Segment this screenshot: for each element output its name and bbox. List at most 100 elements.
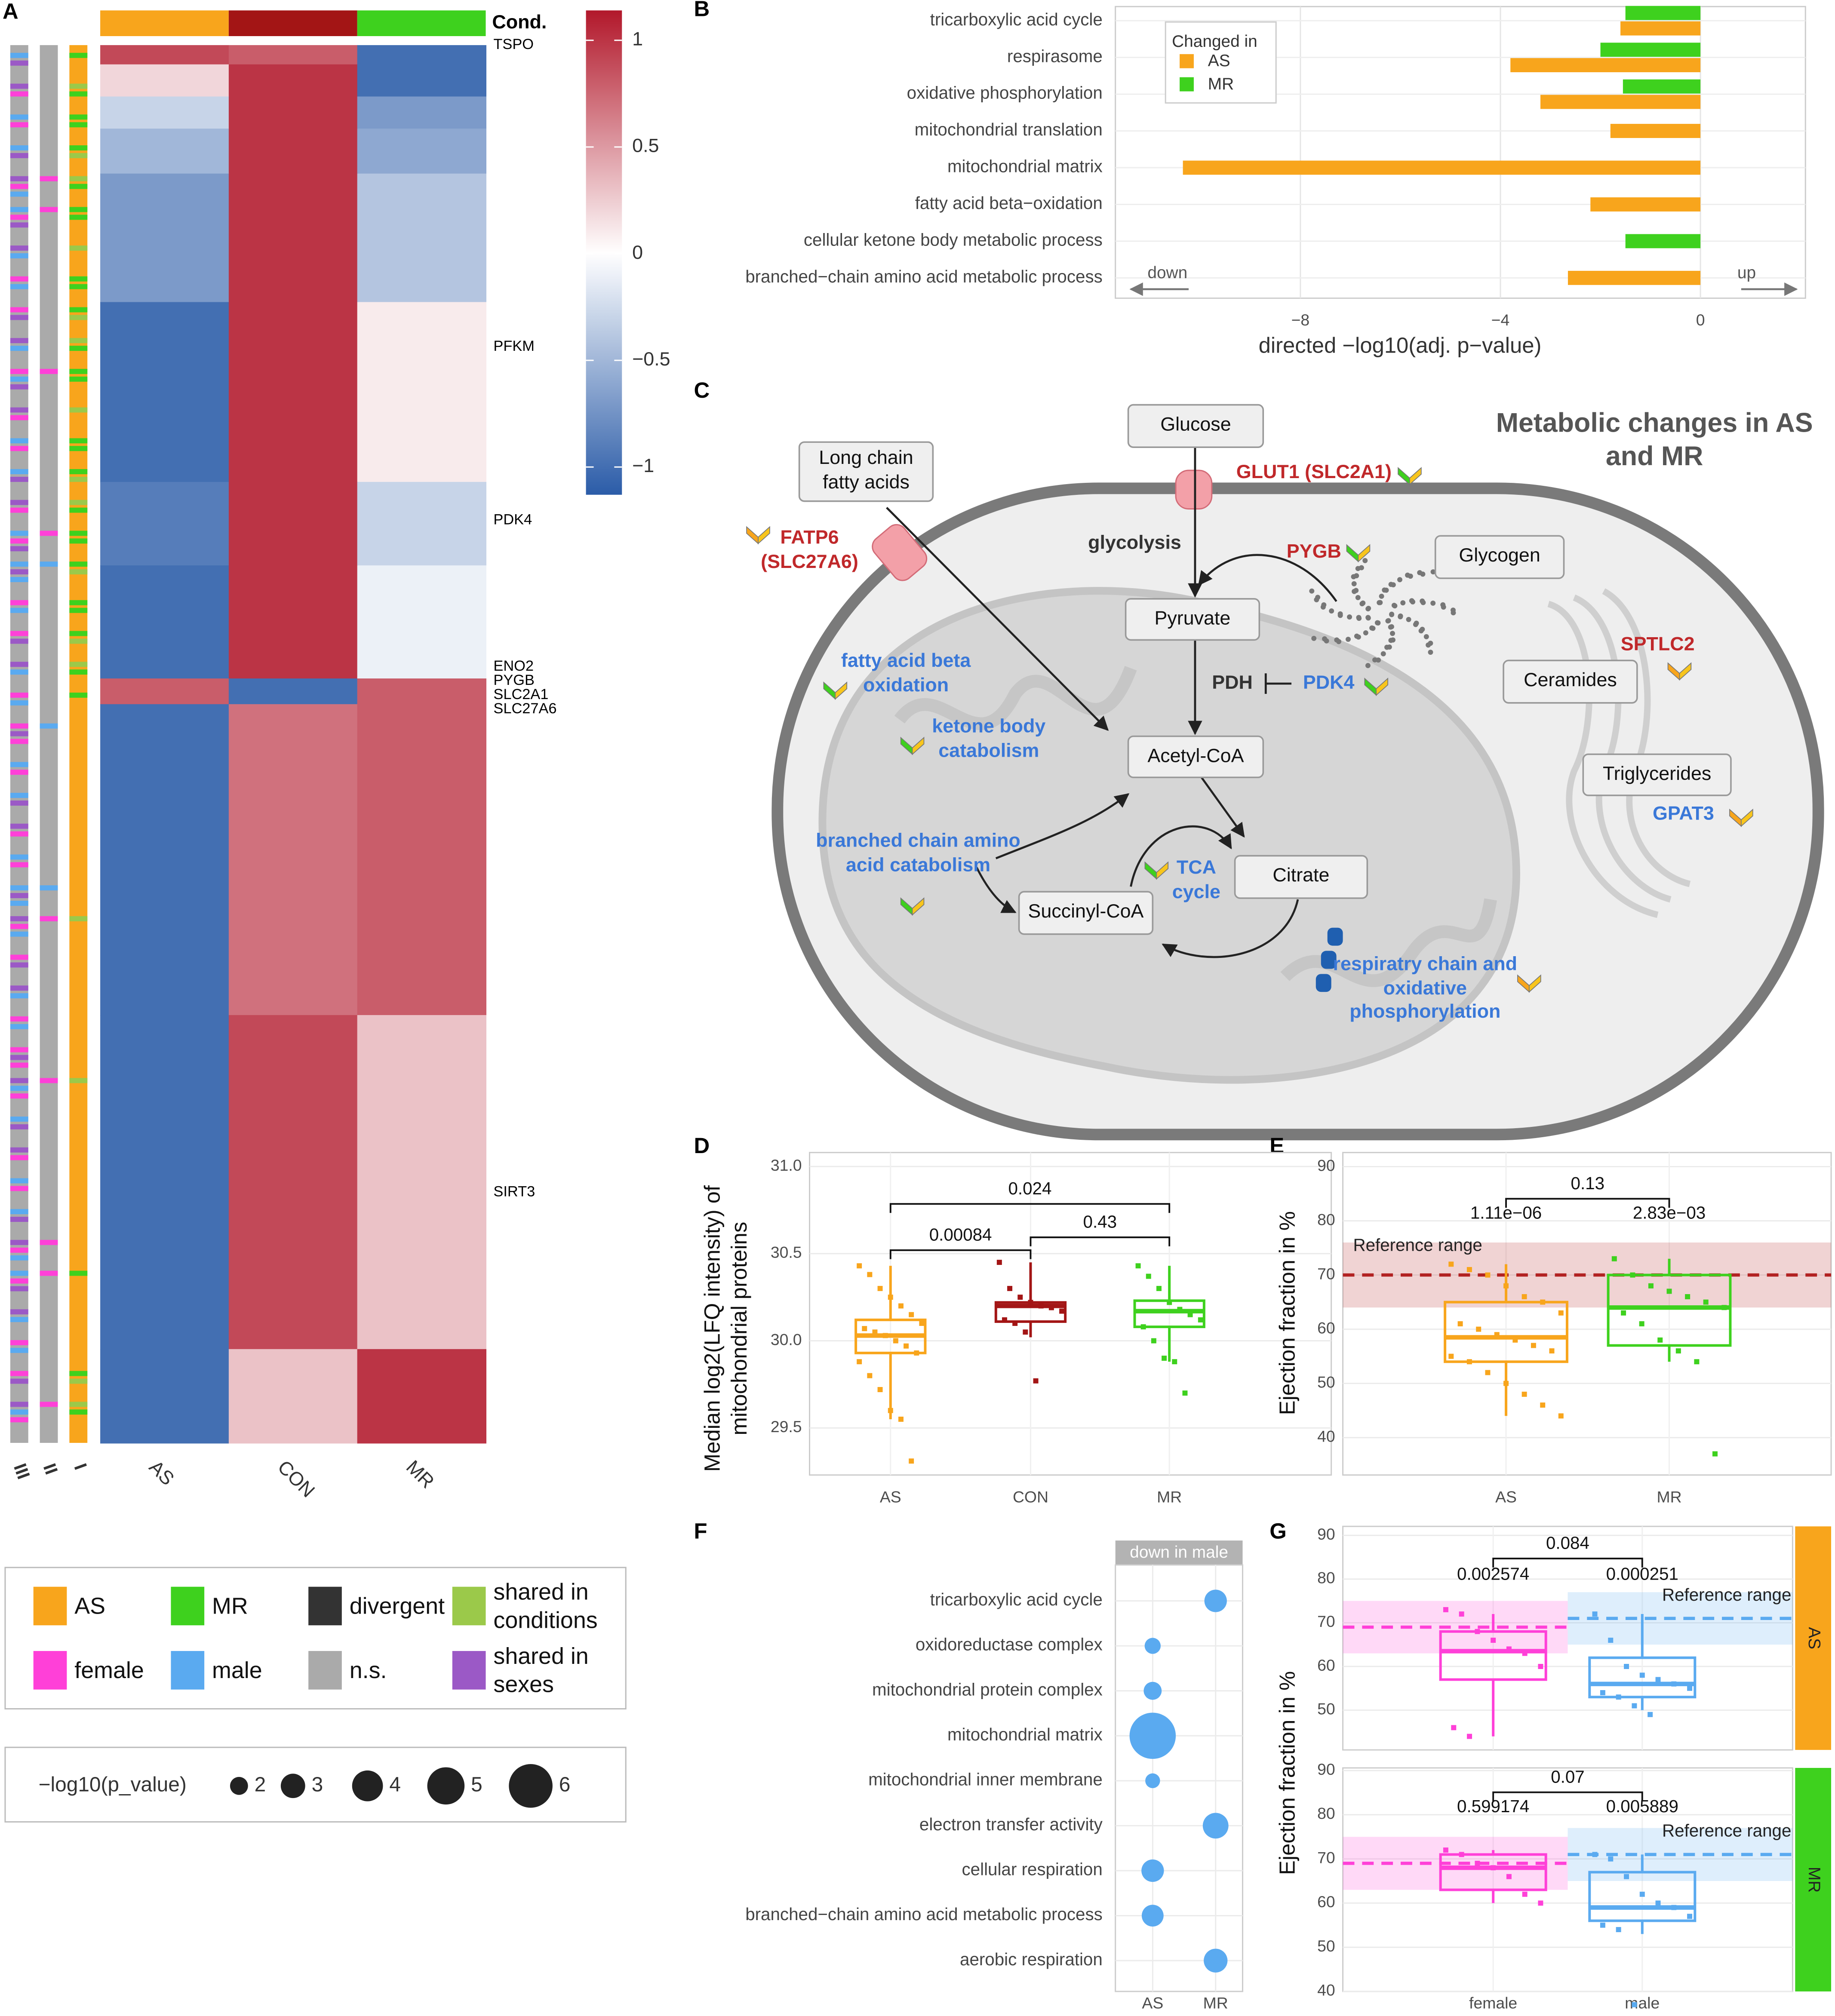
annotation-stripe <box>10 985 28 991</box>
metabolite-label-box: Citrate <box>1273 865 1329 887</box>
heatmap-cell <box>228 96 358 129</box>
bar <box>1510 58 1701 72</box>
glycogen-dot <box>1390 582 1396 588</box>
annotation-stripe <box>40 1402 58 1407</box>
annotation-stripe <box>10 800 28 806</box>
point <box>1655 1677 1661 1682</box>
chevron <box>912 736 925 755</box>
chevron <box>1528 974 1541 993</box>
point <box>1687 1685 1693 1691</box>
point <box>996 1260 1002 1265</box>
point <box>1002 1317 1007 1323</box>
metabolite-label: Glycogen <box>1459 545 1540 567</box>
bar <box>1620 21 1701 36</box>
metabolite-box <box>1434 535 1565 579</box>
point <box>1140 1324 1146 1330</box>
point <box>1600 1922 1605 1928</box>
heatmap-cell <box>100 173 230 303</box>
annotation-stripe <box>69 114 88 120</box>
annotation-stripe <box>10 315 28 320</box>
annotation-stripe <box>10 245 28 251</box>
process-label: branched chain amino acid catabolism <box>816 830 1020 877</box>
point <box>1467 1734 1472 1739</box>
x-tick-label: female <box>1469 1994 1517 2012</box>
glycogen-dot <box>1384 644 1389 650</box>
point <box>1476 1326 1482 1332</box>
heatmap-cell <box>228 678 358 705</box>
process-label: TCA cycle <box>1172 857 1220 903</box>
point <box>1624 1874 1629 1879</box>
annotation-stripe <box>10 284 28 289</box>
panel-label: C <box>694 378 710 402</box>
condition-bar <box>100 10 229 37</box>
metabolite-label: Acetyl-CoA <box>1147 745 1244 767</box>
chevron <box>912 897 925 916</box>
annotation-stripe <box>40 176 58 181</box>
condition-bar <box>228 10 357 37</box>
point <box>1540 1299 1546 1305</box>
heatmap-cell <box>228 565 358 679</box>
annotation-stripe <box>69 184 88 189</box>
point <box>888 1408 893 1413</box>
glycogen-dot <box>1365 663 1371 668</box>
annotation-stripe <box>69 1078 88 1083</box>
point <box>1655 1900 1661 1906</box>
x-axis-title: directed −log10(adj. p−value) <box>1259 333 1542 358</box>
glycogen-dot <box>1362 558 1368 563</box>
annotation-stripe <box>69 376 88 382</box>
annotation-stripe <box>10 1270 28 1276</box>
heatmap-cell <box>228 45 358 65</box>
point <box>1624 1664 1629 1669</box>
annotation-stripe <box>10 153 28 158</box>
annotation-stripe <box>10 1371 28 1376</box>
glycogen-dot <box>1356 615 1362 620</box>
x-tick-label: AS <box>1495 1488 1517 1506</box>
metabolite-label-box: Pyruvate <box>1154 608 1230 629</box>
annotation-stripe <box>69 669 88 675</box>
legend-swatch <box>308 1586 342 1626</box>
point <box>1156 1286 1162 1291</box>
heatmap-cell <box>100 129 230 175</box>
strip-label: down in male <box>1130 1543 1228 1562</box>
step-label-box: glycolysis <box>1088 531 1181 553</box>
annotation-stripe <box>10 1093 28 1099</box>
heatmap-cell <box>357 129 486 175</box>
colorbar-label: −1 <box>632 455 654 476</box>
size-legend-title: −log10(p_value) <box>39 1773 187 1796</box>
point <box>1459 1611 1464 1617</box>
annotation-stripe <box>10 1016 28 1022</box>
dot <box>1202 1813 1229 1839</box>
annotation-stripe <box>10 500 28 505</box>
annotation-stripe <box>10 1417 28 1423</box>
x-tick-label: −4 <box>1491 311 1510 329</box>
point <box>1694 1359 1700 1365</box>
gene-label: SIRT3 <box>493 1183 535 1200</box>
annotation-stripe <box>10 1055 28 1060</box>
gene-label: PFKM <box>493 338 534 354</box>
annotation-stripe <box>40 368 58 374</box>
point <box>1621 1310 1626 1316</box>
annotation-stripe <box>10 476 28 482</box>
point <box>1521 1391 1527 1397</box>
gene-label: PDK4 <box>493 512 532 528</box>
point <box>1685 1294 1691 1299</box>
glycogen-dot <box>1309 588 1315 594</box>
heatmap-cell <box>357 1349 486 1444</box>
point <box>1639 1321 1644 1326</box>
legend-label-box: divergent <box>350 1593 445 1619</box>
gene-label-box: PYGB <box>1287 540 1341 562</box>
annotation-stripe <box>10 1402 28 1407</box>
strip <box>1115 1540 1243 1566</box>
reference-label: Reference range <box>1662 1585 1791 1605</box>
point <box>1151 1338 1156 1344</box>
point <box>1687 1914 1693 1919</box>
x-tick-label: MR <box>1157 1488 1182 1506</box>
annotation-stripe <box>10 60 28 66</box>
process-label-box: respiratry chain and oxidative phosphory… <box>1333 953 1517 1023</box>
gene-label: GLUT1 (SLC2A1) <box>1236 460 1392 483</box>
annotation-stripe <box>69 215 88 220</box>
chevron <box>1358 544 1371 563</box>
glycogen-dot <box>1423 634 1429 639</box>
y-tick-label: 80 <box>1317 1804 1335 1823</box>
annotation-stripe <box>69 284 88 289</box>
